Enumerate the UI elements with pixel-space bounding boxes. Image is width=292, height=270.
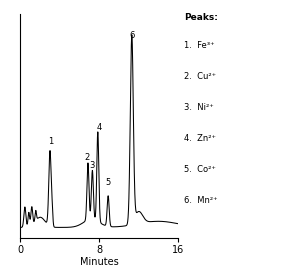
- Text: 2.  Cu²⁺: 2. Cu²⁺: [184, 72, 216, 80]
- X-axis label: Minutes: Minutes: [80, 257, 119, 267]
- Text: 4: 4: [96, 123, 101, 132]
- Text: Peaks:: Peaks:: [184, 14, 218, 22]
- Text: 3.  Ni²⁺: 3. Ni²⁺: [184, 103, 214, 112]
- Text: 1: 1: [48, 137, 53, 146]
- Text: 1.  Fe³⁺: 1. Fe³⁺: [184, 40, 215, 49]
- Text: 3: 3: [90, 161, 95, 170]
- Text: 5.  Co²⁺: 5. Co²⁺: [184, 165, 216, 174]
- Text: 6: 6: [129, 31, 135, 40]
- Text: 5: 5: [105, 178, 110, 187]
- Text: 6.  Mn²⁺: 6. Mn²⁺: [184, 196, 218, 205]
- Text: 2: 2: [84, 153, 90, 162]
- Text: 4.  Zn²⁺: 4. Zn²⁺: [184, 134, 216, 143]
